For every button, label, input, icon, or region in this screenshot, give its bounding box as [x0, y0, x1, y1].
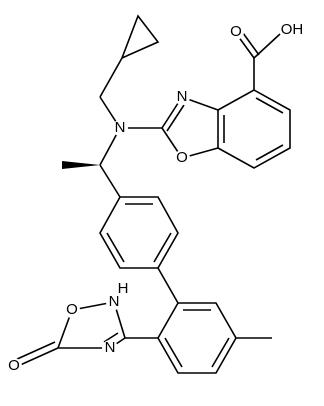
bond	[166, 104, 185, 132]
wedge-bond	[62, 161, 100, 169]
atom-label: O	[230, 23, 242, 40]
bond	[106, 232, 125, 263]
bonds	[14, 14, 291, 374]
label-mask	[228, 24, 244, 40]
bond	[103, 332, 119, 343]
label-mask	[106, 294, 122, 310]
atom-label: OH	[281, 21, 304, 38]
label-mask	[102, 340, 118, 356]
bond	[217, 89, 291, 169]
atom-label: N	[105, 339, 116, 356]
bond	[237, 35, 255, 59]
atom-label: O	[176, 149, 188, 166]
label-mask	[64, 302, 80, 318]
bond	[17, 347, 59, 367]
atom-label: N	[109, 293, 120, 310]
label-mask	[115, 281, 131, 297]
bond	[255, 144, 284, 161]
bond	[255, 97, 284, 114]
bond	[99, 57, 123, 98]
bond	[120, 14, 160, 60]
label-mask	[174, 150, 190, 166]
bond	[253, 33, 281, 59]
atom-label: O	[66, 301, 78, 318]
label-mask	[112, 120, 128, 136]
bond	[157, 267, 179, 304]
atom-label: N	[177, 88, 188, 105]
bond	[14, 341, 56, 361]
bond	[99, 164, 121, 198]
bond	[211, 337, 230, 368]
bond	[153, 232, 172, 263]
bond	[157, 302, 237, 374]
atom-label: H	[118, 280, 129, 297]
bond	[164, 337, 183, 368]
atom-label: N	[115, 119, 126, 136]
bond	[99, 196, 179, 269]
atom-label: O	[8, 357, 20, 374]
label-mask	[6, 358, 22, 374]
label-mask	[174, 89, 190, 105]
bond	[242, 32, 260, 56]
